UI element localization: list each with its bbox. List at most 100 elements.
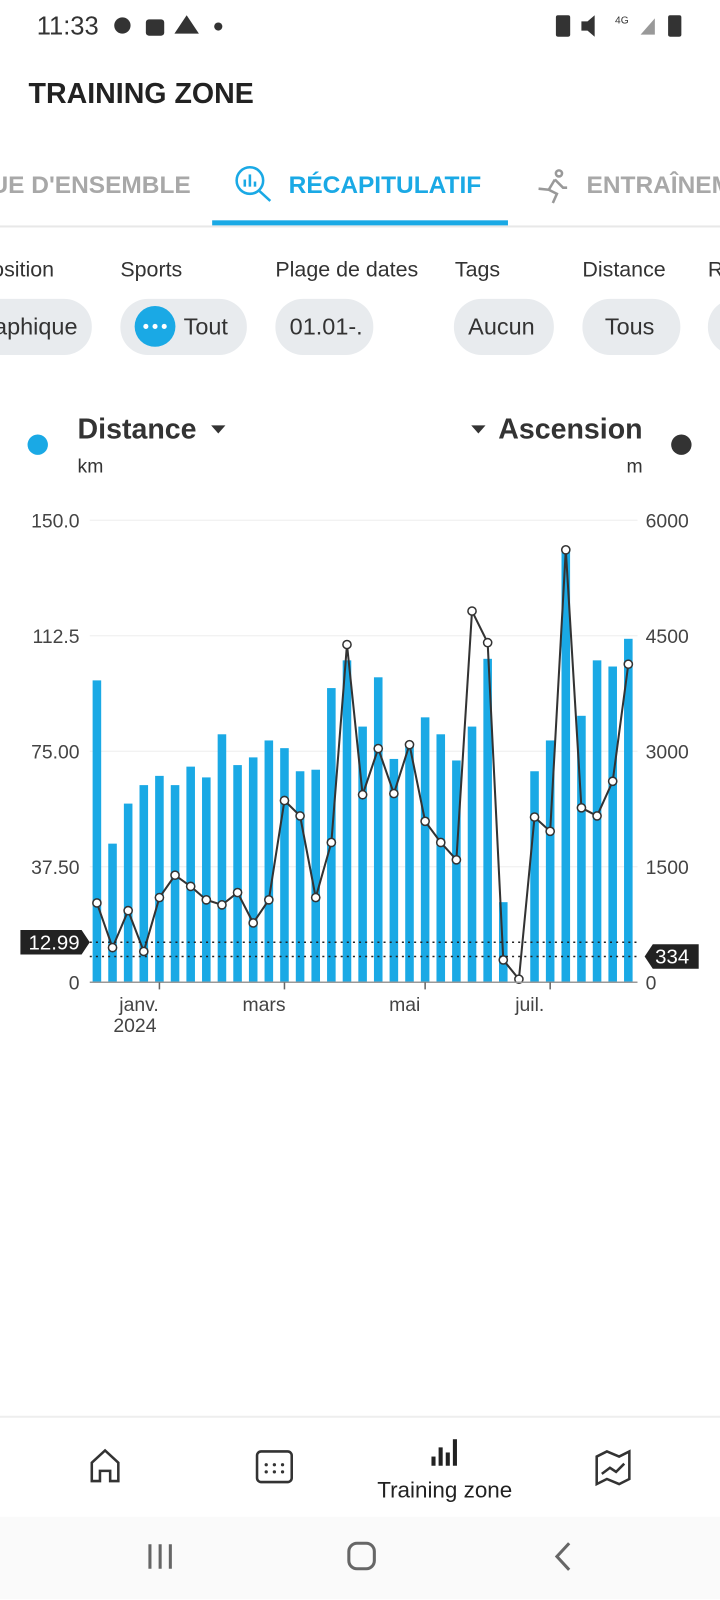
icon xyxy=(581,15,595,37)
bar xyxy=(483,658,492,983)
average-label: 12.99 xyxy=(29,932,80,954)
x-tick-label: mai xyxy=(389,994,420,1016)
nav-map[interactable] xyxy=(595,1449,631,1487)
bar xyxy=(217,734,227,983)
sys-back[interactable] xyxy=(554,1542,571,1571)
status-icons: 4G xyxy=(114,15,682,37)
nav-training-icon[interactable] xyxy=(431,1439,457,1466)
nav-icons xyxy=(90,1448,631,1487)
filter-label: Position xyxy=(0,257,54,281)
bar xyxy=(108,843,117,983)
tab[interactable]: ENTRAÎNEMENT xyxy=(587,171,720,199)
pill[interactable] xyxy=(453,298,554,355)
header-title: TRAINING ZONE xyxy=(29,78,254,110)
line-point xyxy=(232,887,243,898)
line-point xyxy=(185,881,196,892)
system-nav xyxy=(0,1516,720,1600)
bar xyxy=(202,777,211,983)
nav-label[interactable]: Training zone xyxy=(377,1477,512,1502)
bar xyxy=(530,771,539,983)
line-point xyxy=(498,955,509,965)
x-tick-label: mars xyxy=(243,994,286,1016)
tab[interactable]: RÉCAPITULATIF xyxy=(289,171,482,199)
y2-tick-label: 1500 xyxy=(646,857,689,879)
line-point xyxy=(138,946,149,957)
root: 11:33 4G TRAINING ZONE VUE D'ENSEMBLE RÉ… xyxy=(0,13,720,1600)
line-point xyxy=(482,637,493,648)
line-point xyxy=(451,854,462,865)
y2-tick-label: 3000 xyxy=(646,741,689,763)
line-point xyxy=(389,788,399,799)
bar xyxy=(264,740,274,983)
filter-value: Aucun xyxy=(468,314,535,340)
y-tick-label: 112.5 xyxy=(33,626,80,648)
axis-unit: km xyxy=(78,455,104,477)
bar xyxy=(92,680,102,983)
status-time: 11:33 xyxy=(37,13,99,41)
pill[interactable] xyxy=(582,298,681,355)
icon: 4G xyxy=(615,15,629,26)
average-label: 334 xyxy=(655,947,689,969)
line-point xyxy=(420,816,430,827)
legend-title[interactable]: Distance xyxy=(78,414,197,446)
line-point xyxy=(123,905,134,916)
bar xyxy=(577,715,586,983)
filter-label: Plage de dates xyxy=(275,257,418,281)
filter-value: Graphique xyxy=(0,314,78,340)
line-point xyxy=(404,739,415,750)
tab[interactable]: VUE D'ENSEMBLE xyxy=(0,172,191,199)
bar xyxy=(561,547,571,983)
bar xyxy=(420,717,430,983)
pill[interactable] xyxy=(707,299,720,355)
line-point xyxy=(529,812,540,822)
nav-calendar-dots xyxy=(264,1463,285,1474)
nav-calendar[interactable] xyxy=(255,1450,293,1484)
x-year-label: 2024 xyxy=(113,1015,156,1037)
pill[interactable] xyxy=(275,298,374,355)
icon xyxy=(174,15,199,34)
bar xyxy=(233,765,242,983)
sys-recent[interactable] xyxy=(148,1544,172,1569)
bar xyxy=(295,771,305,983)
dropdown-icon[interactable] xyxy=(211,425,226,434)
bar xyxy=(123,803,133,983)
line-point xyxy=(545,826,556,837)
bar xyxy=(467,726,477,983)
bar xyxy=(139,785,149,983)
pill[interactable] xyxy=(0,298,92,355)
line-point xyxy=(310,892,321,903)
tab-icon xyxy=(538,169,568,204)
y2-tick-label: 4500 xyxy=(646,626,689,648)
bar xyxy=(311,769,321,983)
bar xyxy=(373,677,383,983)
line-point xyxy=(92,898,102,908)
tab-icon xyxy=(235,166,272,202)
filter-value: 01.01-. xyxy=(290,314,363,340)
sys-home[interactable] xyxy=(347,1541,376,1571)
sport-icon-dots xyxy=(143,323,167,329)
line-point xyxy=(514,974,524,985)
bar xyxy=(624,638,633,983)
nav-home[interactable] xyxy=(90,1448,120,1483)
filter-label: Sports xyxy=(120,257,182,281)
divider xyxy=(0,225,720,228)
nav-divider xyxy=(0,1415,720,1418)
line-point xyxy=(263,895,274,905)
y2-tick-label: 0 xyxy=(646,972,657,994)
dropdown-icon[interactable] xyxy=(471,425,486,434)
bar xyxy=(342,660,352,983)
line-point xyxy=(295,811,305,821)
line-point xyxy=(623,659,634,670)
y-tick-label: 150.0 xyxy=(31,510,80,532)
bar xyxy=(405,745,414,983)
system-nav-icons xyxy=(148,1541,571,1571)
bar xyxy=(452,760,461,983)
bar xyxy=(186,766,195,983)
line-point xyxy=(357,789,368,800)
line-point xyxy=(248,918,259,928)
y-tick-label: 37.50 xyxy=(31,857,80,879)
legend-title[interactable]: Ascension xyxy=(498,414,642,446)
filter-value: Tous xyxy=(605,314,655,340)
